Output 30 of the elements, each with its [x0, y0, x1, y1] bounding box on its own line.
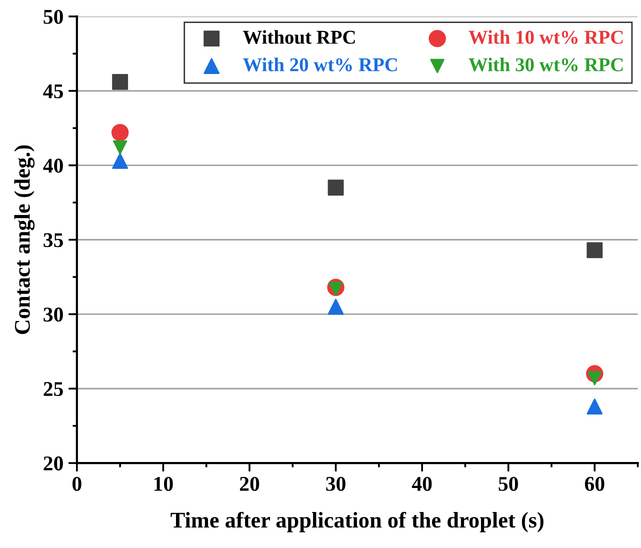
y-tick-label: 20 [44, 456, 63, 470]
point [112, 74, 128, 90]
point [112, 140, 128, 155]
point [328, 282, 343, 296]
x-tick-label: 30 [326, 476, 346, 491]
x-tick-label: 40 [412, 476, 432, 491]
y-tick-label: 25 [44, 382, 63, 396]
point [328, 298, 344, 315]
point [586, 242, 603, 258]
point [588, 371, 602, 386]
y-tick-label: 45 [43, 84, 63, 98]
y-tick-label: 30 [44, 308, 63, 322]
x-tick-label: 20 [240, 476, 260, 491]
point [328, 180, 344, 196]
y-axis-title: Contact angle (deg.) [14, 145, 35, 334]
x-tick-label: 0 [72, 476, 82, 491]
x-tick-label: 50 [498, 476, 518, 491]
point [111, 124, 129, 142]
x-axis-title: Time after application of the droplet (s) [170, 512, 544, 532]
point [586, 398, 603, 414]
point [112, 152, 128, 169]
y-tick-label: 40 [43, 158, 63, 173]
legend-label: With 30 wt% RPC [468, 58, 623, 72]
legend-label: Without RPC [242, 30, 355, 44]
y-tick-label: 50 [44, 10, 63, 24]
legend-label: With 10 wt% RPC [468, 30, 623, 44]
x-tick-label: 60 [584, 476, 604, 491]
y-tick-label: 35 [44, 233, 63, 248]
legend-label: With 20 wt% RPC [242, 58, 397, 72]
x-tick-label: 10 [154, 476, 173, 491]
